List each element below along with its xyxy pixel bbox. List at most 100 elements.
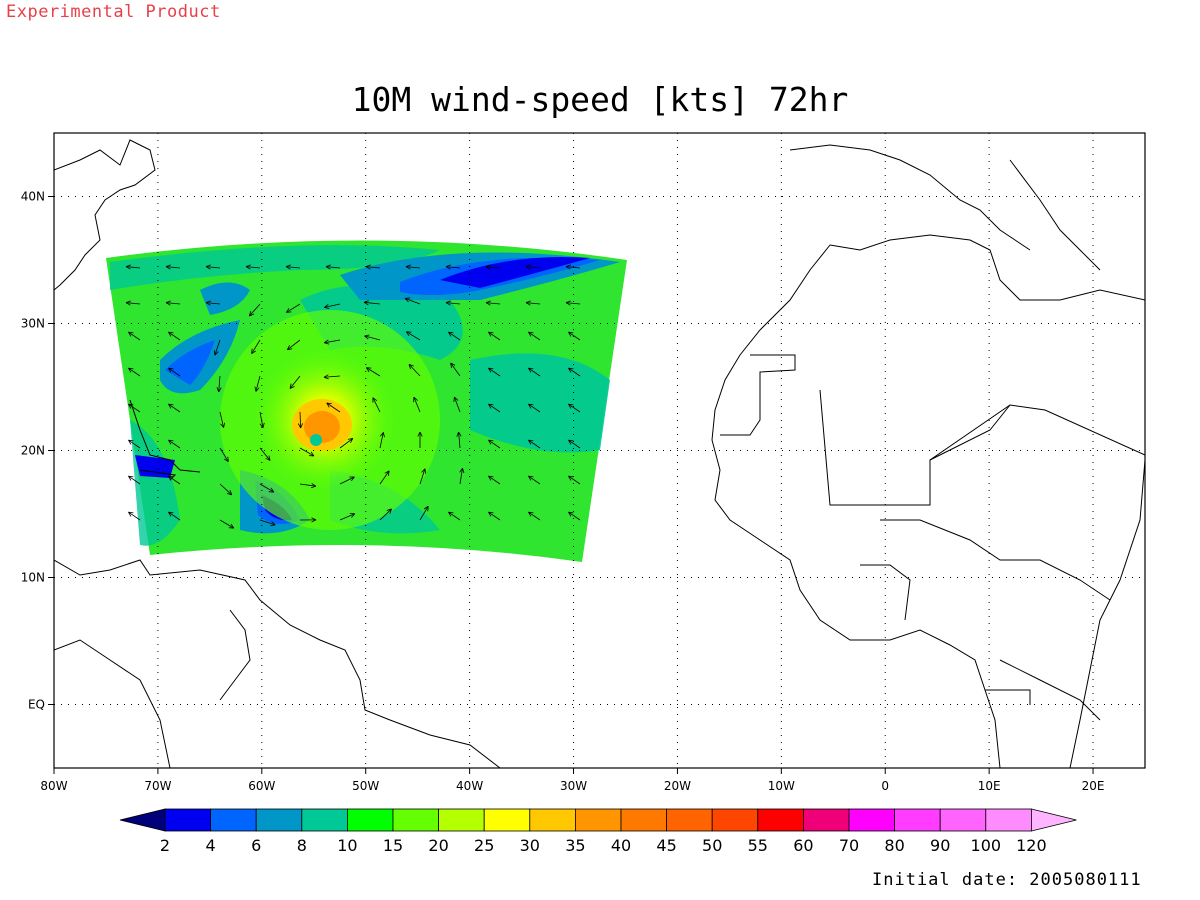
wind-arrow bbox=[379, 508, 392, 521]
colorbar-swatch bbox=[438, 808, 485, 832]
wind-arrow bbox=[125, 264, 141, 270]
wind-arrow bbox=[364, 334, 381, 341]
lon-tick-label: 80W bbox=[40, 779, 67, 793]
wind-arrow bbox=[324, 339, 341, 345]
wind-arrow bbox=[448, 511, 461, 521]
wind-arrow bbox=[485, 300, 501, 306]
wind-arrow bbox=[205, 264, 221, 270]
wind-arrow bbox=[445, 300, 461, 306]
lon-tick-label: 10E bbox=[978, 779, 1001, 793]
wind-arrow bbox=[286, 339, 301, 351]
wind-arrow bbox=[213, 339, 221, 356]
wind-arrow bbox=[168, 511, 181, 521]
wind-arrow bbox=[565, 264, 581, 270]
lat-tick-label: EQ bbox=[28, 698, 45, 712]
wind-arrow bbox=[445, 264, 461, 270]
wind-arrow bbox=[259, 411, 265, 428]
wind-arrow bbox=[259, 483, 275, 493]
wind-arrow bbox=[379, 432, 385, 449]
wind-arrow bbox=[326, 402, 341, 413]
wind-arrow bbox=[413, 396, 421, 413]
colorbar-swatch bbox=[346, 808, 394, 832]
wind-arrow bbox=[323, 374, 341, 380]
wind-arrow bbox=[339, 513, 356, 521]
wind-arrow bbox=[488, 475, 501, 485]
wind-arrow bbox=[366, 367, 381, 377]
colorbar-swatch bbox=[985, 808, 1032, 832]
wind-arrow bbox=[488, 511, 501, 521]
lon-tick-label: 40W bbox=[456, 779, 483, 793]
wind-arrow bbox=[168, 475, 181, 485]
wind-arrow bbox=[408, 363, 421, 377]
lon-tick-label: 10W bbox=[768, 779, 795, 793]
colorbar-swatch bbox=[848, 808, 895, 832]
wind-arrow bbox=[525, 264, 541, 270]
wind-arrow bbox=[168, 331, 181, 341]
wind-arrow bbox=[128, 475, 141, 485]
wind-arrow bbox=[568, 403, 581, 413]
wind-arrow bbox=[165, 300, 181, 306]
wind-arrow bbox=[459, 467, 465, 485]
wind-arrow bbox=[297, 411, 303, 429]
wind-arrow bbox=[528, 475, 541, 485]
colorbar-swatch bbox=[529, 808, 576, 832]
wind-arrow bbox=[299, 517, 317, 523]
wind-arrow bbox=[128, 511, 141, 521]
wind-arrow bbox=[372, 397, 381, 413]
wind-arrow bbox=[568, 475, 581, 485]
lon-tick-label: 20E bbox=[1082, 779, 1105, 793]
wind-arrow bbox=[299, 447, 315, 457]
colorbar-label: 8 bbox=[297, 836, 307, 855]
colorbar-label: 55 bbox=[748, 836, 768, 855]
wind-arrow bbox=[528, 331, 541, 341]
colorbar-swatch bbox=[210, 808, 257, 832]
lon-tick-label: 30W bbox=[560, 779, 587, 793]
wind-arrow bbox=[168, 403, 181, 413]
wind-arrow bbox=[417, 431, 423, 449]
wind-arrow bbox=[528, 439, 541, 449]
initial-date: Initial date: 2005080111 bbox=[872, 870, 1142, 890]
wind-arrow bbox=[405, 331, 421, 341]
colorbar-label: 60 bbox=[793, 836, 813, 855]
lat-tick-label: 10N bbox=[21, 571, 45, 585]
lat-tick-label: 40N bbox=[21, 190, 45, 204]
longitude-ticks: 80W 70W 60W 50W 40W 30W 20W 10W 0 10E 20E bbox=[40, 768, 1104, 793]
lat-tick-label: 30N bbox=[21, 317, 45, 331]
wind-arrow bbox=[165, 264, 181, 270]
wind-arrow bbox=[379, 470, 390, 485]
wind-arrow bbox=[365, 264, 381, 270]
wind-arrow bbox=[285, 264, 301, 270]
lat-tick-label: 20N bbox=[21, 444, 45, 458]
wind-arrow bbox=[219, 447, 229, 462]
wind-arrow bbox=[568, 439, 581, 449]
wind-arrow bbox=[259, 519, 276, 526]
wind-arrow bbox=[216, 375, 222, 393]
colorbar-swatch bbox=[939, 808, 987, 832]
lon-tick-label: 50W bbox=[352, 779, 379, 793]
wind-arrow bbox=[289, 375, 301, 389]
colorbar-label: 10 bbox=[337, 836, 357, 855]
colorbar-label: 35 bbox=[565, 836, 585, 855]
wind-arrow bbox=[404, 297, 421, 305]
lon-tick-label: 20W bbox=[664, 779, 691, 793]
colorbar-swatch bbox=[894, 808, 941, 832]
colorbar-low-arrow bbox=[119, 808, 166, 832]
colorbar-label: 15 bbox=[383, 836, 403, 855]
wind-arrow bbox=[525, 300, 541, 306]
wind-arrow bbox=[168, 439, 181, 449]
wind-arrow bbox=[219, 411, 226, 428]
wind-arrow bbox=[568, 367, 581, 377]
wind-arrow bbox=[488, 331, 501, 341]
colorbar-label: 25 bbox=[474, 836, 494, 855]
wind-arrow bbox=[254, 375, 261, 392]
wind-arrow bbox=[456, 431, 462, 449]
wind-arrow bbox=[286, 303, 301, 313]
colorbar-swatch bbox=[301, 808, 348, 832]
colorbar-swatch bbox=[575, 808, 622, 832]
wind-arrow bbox=[565, 300, 581, 306]
graticule bbox=[54, 133, 1145, 768]
wind-arrow bbox=[568, 331, 581, 341]
colorbar-label: 45 bbox=[656, 836, 676, 855]
wind-arrow bbox=[248, 303, 261, 317]
